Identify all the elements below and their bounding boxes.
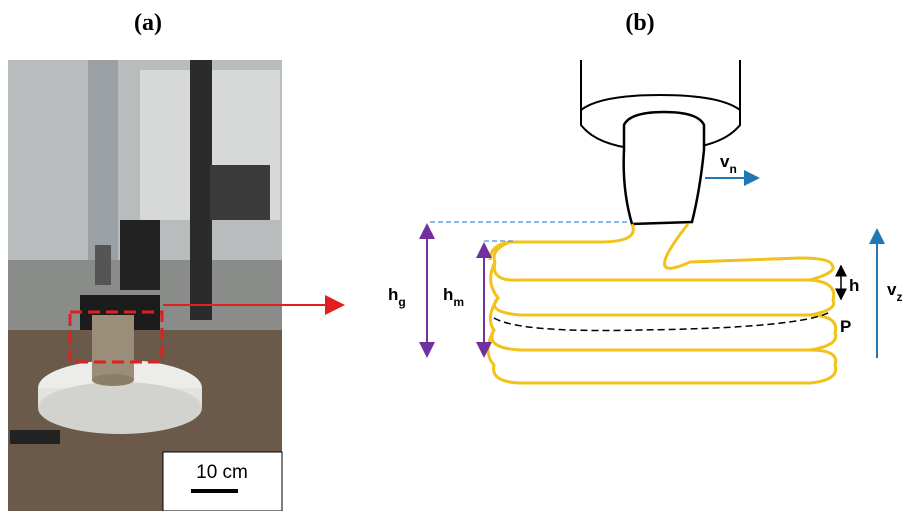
symbol: v: [720, 152, 730, 171]
label-vz: vz: [887, 280, 902, 304]
symbol: h: [443, 285, 453, 304]
panel-label: (a): [134, 10, 162, 36]
scale-bar-label: 10 cm: [196, 462, 248, 483]
label-vn: vn: [720, 152, 737, 176]
subscript: m: [453, 295, 464, 309]
label-h: h: [849, 276, 859, 295]
label-hg: hg: [388, 285, 406, 309]
panel-label: (b): [625, 10, 654, 36]
symbol: h: [388, 285, 398, 304]
subscript: z: [896, 290, 902, 304]
subscript: n: [729, 162, 736, 176]
subscript: g: [398, 295, 405, 309]
symbol: v: [887, 280, 897, 299]
annotations: hg hm h vz vn P: [388, 152, 902, 336]
photo: 10 cm: [8, 60, 283, 511]
label-hm: hm: [443, 285, 464, 309]
label-p: P: [840, 317, 851, 336]
